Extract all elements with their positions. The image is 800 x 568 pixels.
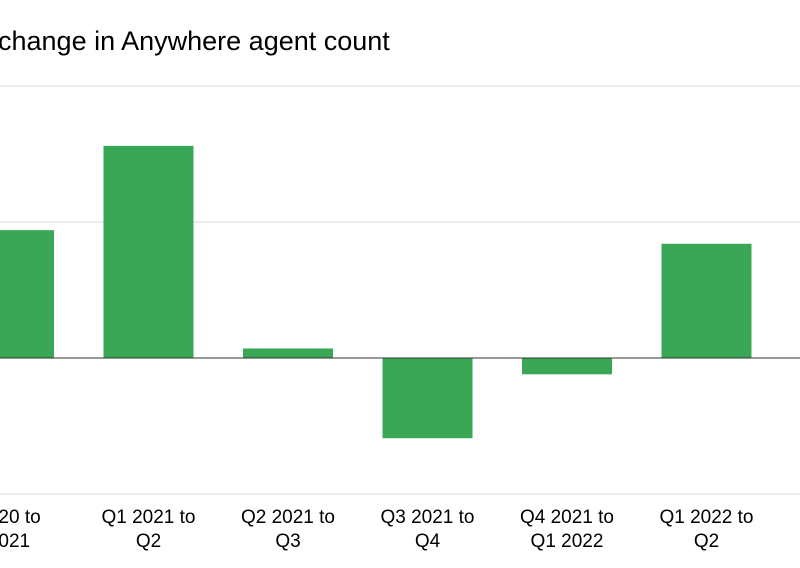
bar	[104, 146, 194, 358]
x-tick-label-line: Q1 2021 to	[101, 507, 195, 528]
x-tick-label-line: 2020 to	[0, 507, 41, 528]
x-tick-labels: 2020 to 2021 Q1 2021 to Q2 Q2 2021 to Q3 Q3 20…	[0, 507, 800, 552]
x-tick-label-line: Q1 2022	[531, 531, 604, 552]
x-tick-label-line: 2021	[0, 531, 30, 552]
x-tick-label-line: Q4 2021 to	[520, 507, 614, 528]
x-tick-label-line: Q1 2022 to	[659, 507, 753, 528]
x-tick-label: 2020 to 2021	[0, 507, 41, 552]
chart-title: change in Anywhere agent count	[0, 26, 390, 56]
x-tick-label: Q4 2021 to Q1 2022	[520, 507, 614, 552]
x-tick-label-line: Q4	[415, 531, 441, 552]
x-tick-label: Q1 2021 to Q2	[101, 507, 195, 552]
x-tick-label: Q2 2021 to Q3	[241, 507, 335, 552]
x-tick-label-line: Q2 2021 to	[241, 507, 335, 528]
x-tick-label-line: Q3	[275, 531, 300, 552]
x-tick-label-line: Q2	[694, 531, 719, 552]
x-tick-label-line: Q3 2021 to	[380, 507, 474, 528]
bar	[662, 244, 752, 358]
bars	[0, 146, 752, 438]
x-tick-label-line: Q2	[136, 531, 161, 552]
bar	[0, 230, 54, 358]
x-tick-label: Q1 2022 to Q2	[659, 507, 753, 552]
bar	[383, 358, 473, 438]
bar	[243, 348, 333, 358]
x-tick-label: Q3 2021 to Q4	[380, 507, 474, 552]
bar	[522, 358, 612, 374]
